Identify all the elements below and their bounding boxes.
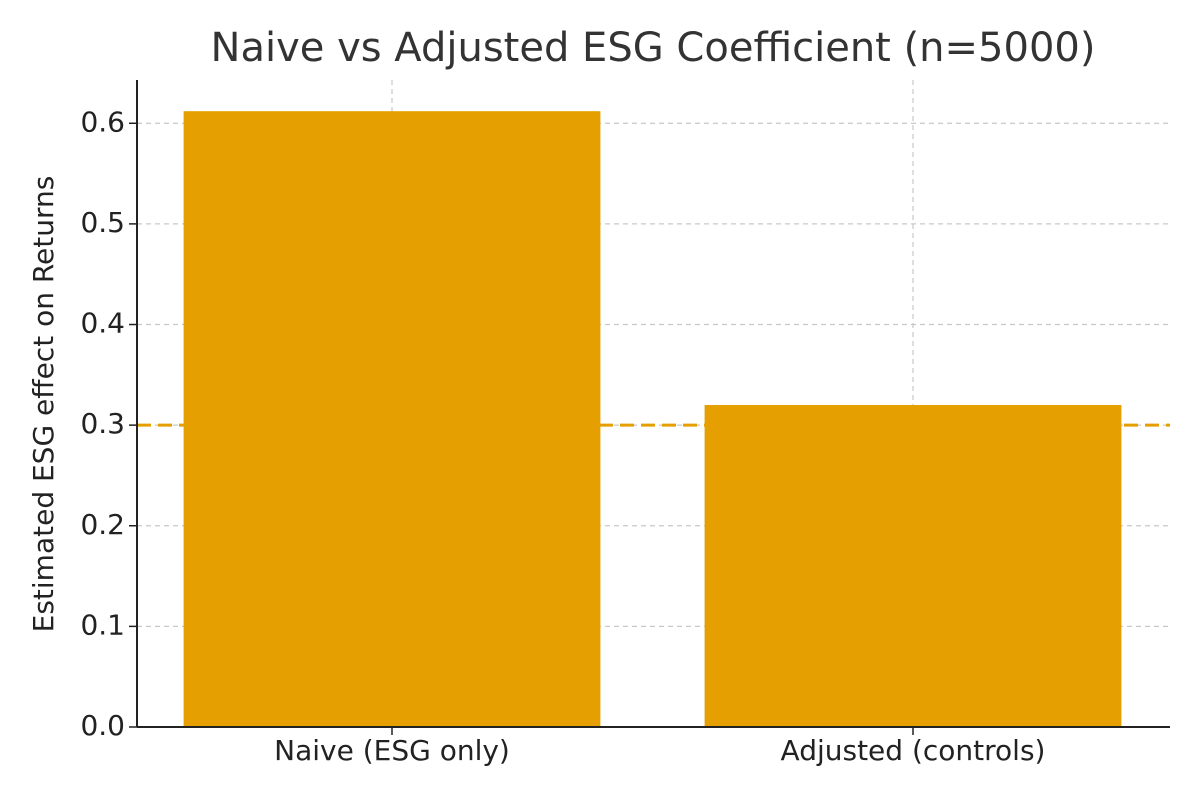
bar — [183, 111, 601, 727]
y-tick-label: 0.5 — [80, 206, 125, 239]
x-tick-label: Adjusted (controls) — [781, 734, 1046, 767]
bar — [704, 405, 1122, 727]
y-tick-label: 0.0 — [80, 709, 125, 742]
x-tick-label: Naive (ESG only) — [274, 734, 510, 767]
y-tick-label: 0.1 — [80, 608, 125, 641]
y-tick-label: 0.6 — [80, 105, 125, 138]
y-tick-label: 0.2 — [80, 508, 125, 541]
y-tick-label: 0.3 — [80, 407, 125, 440]
y-tick-label: 0.4 — [80, 307, 125, 340]
y-axis-label: Estimated ESG effect on Returns — [27, 176, 60, 633]
chart-title: Naive vs Adjusted ESG Coefficient (n=500… — [211, 25, 1096, 71]
